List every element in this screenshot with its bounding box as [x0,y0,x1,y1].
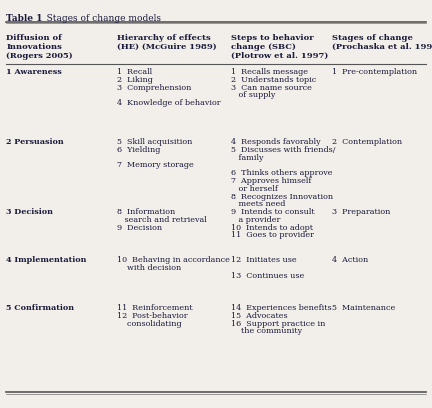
Text: 4  Action: 4 Action [333,256,368,264]
Text: 4 Implementation: 4 Implementation [6,256,87,264]
Text: (HE) (McGuire 1989): (HE) (McGuire 1989) [117,43,216,51]
Text: search and retrieval: search and retrieval [117,216,206,224]
Text: 1  Recalls message: 1 Recalls message [231,68,308,76]
Text: 6  Yielding: 6 Yielding [117,146,160,154]
Text: 1  Pre-contemplation: 1 Pre-contemplation [333,68,418,76]
Text: with decision: with decision [117,264,181,272]
Text: 2  Liking: 2 Liking [117,76,152,84]
Text: 3  Comprehension: 3 Comprehension [117,84,191,92]
Text: 5  Discusses with friends/: 5 Discusses with friends/ [231,146,335,154]
Text: 5 Confirmation: 5 Confirmation [6,304,74,312]
Text: Steps to behavior: Steps to behavior [231,34,314,42]
Text: change (SBC): change (SBC) [231,43,295,51]
Text: Stages of change models: Stages of change models [38,14,161,23]
Text: 14  Experiences benefits: 14 Experiences benefits [231,304,331,312]
Text: 2  Understands topic: 2 Understands topic [231,76,316,84]
Text: 7  Approves himself: 7 Approves himself [231,177,311,185]
Text: 10  Intends to adopt: 10 Intends to adopt [231,224,313,232]
Text: 13  Continues use: 13 Continues use [231,272,304,279]
Text: 12  Initiates use: 12 Initiates use [231,256,296,264]
Text: 5  Skill acquisition: 5 Skill acquisition [117,138,192,146]
Text: 5  Maintenance: 5 Maintenance [333,304,396,312]
Text: (Plotrow et al. 1997): (Plotrow et al. 1997) [231,52,328,60]
Text: 16  Support practice in: 16 Support practice in [231,319,325,328]
Text: Diffusion of: Diffusion of [6,34,62,42]
Text: 2 Persuasion: 2 Persuasion [6,138,64,146]
Text: 6  Thinks others approve: 6 Thinks others approve [231,169,332,177]
Text: 3  Preparation: 3 Preparation [333,208,391,216]
Text: 10  Behaving in accordance: 10 Behaving in accordance [117,256,229,264]
Text: 8  Recognizes Innovation: 8 Recognizes Innovation [231,193,333,201]
Text: 1  Recall: 1 Recall [117,68,152,76]
Text: (Prochaska et al. 1992): (Prochaska et al. 1992) [333,43,432,51]
Text: 4  Knowledge of behavior: 4 Knowledge of behavior [117,99,220,107]
Text: 3  Can name source: 3 Can name source [231,84,312,92]
Text: a provider: a provider [231,216,280,224]
Text: the community: the community [231,327,302,335]
Text: 9  Decision: 9 Decision [117,224,162,232]
Text: 3 Decision: 3 Decision [6,208,53,216]
Text: 8  Information: 8 Information [117,208,175,216]
Text: meets need: meets need [231,200,285,208]
Text: family: family [231,154,264,162]
Text: Stages of change: Stages of change [333,34,413,42]
Text: 15  Advocates: 15 Advocates [231,312,287,320]
Text: or herself: or herself [231,185,278,193]
Text: 2  Contemplation: 2 Contemplation [333,138,403,146]
Text: 4  Responds favorably: 4 Responds favorably [231,138,321,146]
Text: 11  Goes to provider: 11 Goes to provider [231,231,314,239]
Text: of supply: of supply [231,91,275,100]
Text: 1 Awareness: 1 Awareness [6,68,62,76]
Text: 7  Memory storage: 7 Memory storage [117,162,193,169]
Text: 9  Intends to consult: 9 Intends to consult [231,208,314,216]
Text: 12  Post-behavior: 12 Post-behavior [117,312,187,320]
Text: consolidating: consolidating [117,319,181,328]
Text: (Rogers 2005): (Rogers 2005) [6,52,73,60]
Text: Innovations: Innovations [6,43,62,51]
Text: 11  Reinforcement: 11 Reinforcement [117,304,192,312]
Text: Hierarchy of effects: Hierarchy of effects [117,34,210,42]
Text: Table 1: Table 1 [6,14,43,23]
